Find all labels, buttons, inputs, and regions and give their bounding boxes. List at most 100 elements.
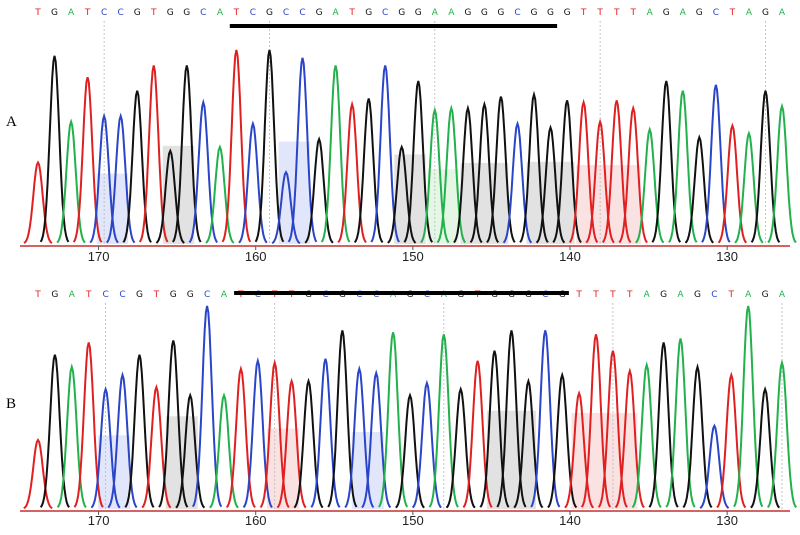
base-call: A [217,8,224,18]
peak-T [585,118,615,244]
x-tick-label: 130 [716,249,738,264]
peak-G [172,65,202,243]
peak-C [90,385,121,509]
peak-T [618,104,648,244]
base-call: G [316,8,323,18]
peak-G [469,100,500,243]
base-call: A [221,290,228,300]
base-call: T [629,8,636,18]
peak-C [107,371,138,509]
base-call: C [102,290,108,300]
peak-C [411,379,442,509]
peak-T [601,100,632,243]
x-tick-label: 160 [245,513,267,528]
peak-T [564,390,595,509]
base-call: T [84,8,91,18]
base-call: A [745,290,752,300]
peak-G [39,354,70,508]
base-call: G [170,290,177,300]
peak-G [684,134,714,244]
x-tick-label: 140 [559,513,581,528]
peak-A [631,361,662,508]
base-call: T [34,8,41,18]
peak-A [734,130,764,244]
peak-G [175,392,206,509]
peak-G [403,80,434,243]
peak-G [547,371,578,509]
peak-A [209,392,239,509]
base-call: C [514,8,520,18]
base-call: A [68,8,75,18]
peak-G [124,354,155,508]
base-call: C [200,8,206,18]
run-shading [486,410,536,509]
base-call: T [150,8,157,18]
peak-G [453,104,483,244]
base-call: G [134,8,141,18]
base-call: A [448,8,455,18]
base-call: G [464,8,471,18]
peak-G [293,377,324,509]
peak-G [395,392,425,509]
base-call: T [609,290,616,300]
base-call: G [136,290,143,300]
base-call: C [299,8,305,18]
peak-T [580,334,612,508]
base-call: A [779,290,786,300]
peak-G [479,350,510,508]
base-call: T [728,290,735,300]
base-call: A [644,290,651,300]
x-tick-label: 170 [88,249,110,264]
peak-C [238,120,268,244]
base-call: T [153,290,160,300]
base-call: G [694,290,701,300]
peak-A [436,104,467,244]
base-call: T [233,8,240,18]
base-call: G [51,290,58,300]
peak-A [665,338,696,508]
peak-T [462,360,493,508]
base-call: A [779,8,786,18]
base-call: T [592,290,599,300]
base-call: G [531,8,538,18]
peak-T [614,367,645,509]
base-call: G [547,8,554,18]
base-call: G [183,8,190,18]
base-call: G [663,8,670,18]
peak-G [552,100,582,243]
peak-T [259,358,290,508]
base-call: T [626,290,633,300]
peak-T [23,437,53,510]
base-call: G [762,290,769,300]
peak-A [420,106,450,244]
base-call: A [69,290,76,300]
peak-T [225,365,256,508]
peak-G [519,90,549,243]
peak-C [89,112,119,244]
peak-A [668,90,698,243]
base-call: G [187,290,194,300]
base-call: G [398,8,405,18]
base-call: C [204,290,210,300]
x-tick-label: 150 [402,513,424,528]
peak-C [502,120,533,244]
base-call: T [596,8,603,18]
base-call: A [333,8,340,18]
base-call: G [696,8,703,18]
peak-T [717,122,748,244]
run-shading [460,162,509,244]
base-call: G [365,8,372,18]
base-call: G [762,8,769,18]
peak-T [73,342,104,508]
peak-A [205,144,235,244]
base-call: A [680,8,687,18]
peak-C [105,112,136,244]
base-call: G [481,8,488,18]
base-call: C [119,290,125,300]
base-call: G [415,8,422,18]
peak-C [701,84,731,243]
peak-T [568,98,599,244]
peak-G [535,124,566,244]
base-call: A [677,290,684,300]
